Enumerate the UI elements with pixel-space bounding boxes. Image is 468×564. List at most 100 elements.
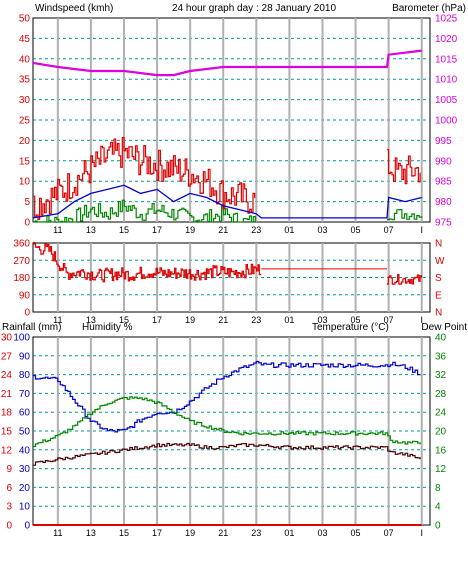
humidity-axis-label: Humidity % <box>82 322 133 333</box>
compass-tick-label: S <box>435 273 442 284</box>
temperature-tick-label: 36 <box>435 351 447 362</box>
panel-2-x-tick-label: 15 <box>119 315 129 325</box>
panel-3-x-tick-label: 23 <box>251 528 261 538</box>
rainfall-tick-label: 3 <box>6 502 12 513</box>
temperature-tick-label: 24 <box>435 408 447 419</box>
panel-1-x-tick-label: 19 <box>185 225 195 235</box>
wind-direction-tick-label: 360 <box>13 239 30 250</box>
compass-tick-label: E <box>435 290 442 301</box>
panel-2-x-tick-label: 05 <box>351 315 361 325</box>
humidity-tick-label: 100 <box>13 333 30 344</box>
rainfall-tick-label: 21 <box>1 389 13 400</box>
panel-1-x-tick-label: 17 <box>152 225 162 235</box>
panel-3-x-tick-label: 13 <box>86 528 96 538</box>
temperature-series <box>33 396 421 447</box>
wind-direction-series-late <box>387 274 422 285</box>
rainfall-tick-label: 15 <box>1 427 13 438</box>
barometer-tick-label: 995 <box>435 136 452 147</box>
compass-tick-label: W <box>435 256 445 267</box>
panel-2-x-tick-label: 07 <box>384 315 394 325</box>
panel-3-x-tick-label: 05 <box>351 528 361 538</box>
panel-1-x-tick-label: 03 <box>317 225 327 235</box>
panel-3-x-tick-label: 15 <box>119 528 129 538</box>
panel-2-x-tick-label: 03 <box>317 315 327 325</box>
rainfall-tick-label: 24 <box>1 370 13 381</box>
panel-3-x-tick-label: 03 <box>317 528 327 538</box>
barometer-tick-label: 1015 <box>435 54 458 65</box>
panel-2-x-tick-label: 23 <box>251 315 261 325</box>
panel-1-x-tick-label: 07 <box>384 225 394 235</box>
windspeed-tick-label: 40 <box>19 54 31 65</box>
windspeed-tick-label: 5 <box>24 197 30 208</box>
panel-1-x-tick-label: 15 <box>119 225 129 235</box>
dewpoint-axis-label: Dew Point <box>421 322 467 333</box>
windspeed-tick-label: 15 <box>19 156 31 167</box>
panel-3-x-tick-label: 07 <box>384 528 394 538</box>
compass-tick-label: N <box>435 308 442 319</box>
humidity-tick-label: 10 <box>19 502 31 513</box>
rainfall-tick-label: 0 <box>6 521 12 532</box>
windspeed-series-late <box>387 149 421 185</box>
humidity-tick-label: 0 <box>24 521 30 532</box>
panel-1-x-tick-label: 01 <box>284 225 294 235</box>
windspeed-tick-label: 0 <box>24 218 30 229</box>
wind-direction-tick-label: 180 <box>13 273 30 284</box>
barometer-tick-label: 1020 <box>435 34 458 45</box>
rainfall-tick-label: 18 <box>1 408 13 419</box>
windspeed-tick-label: 20 <box>19 136 31 147</box>
minimum-wind-series-late <box>387 209 423 221</box>
panel-3-x-tick-label: 17 <box>152 528 162 538</box>
average-wind-series <box>32 184 422 219</box>
rainfall-tick-label: 27 <box>1 351 13 362</box>
wind-direction-tick-label: 0 <box>24 308 30 319</box>
panel-1-x-tick-label: 11 <box>53 225 62 235</box>
temperature-tick-label: 28 <box>435 389 447 400</box>
panel-2-x-tick-label: 17 <box>152 315 162 325</box>
rainfall-tick-label: 6 <box>6 483 12 494</box>
minimum-wind-series <box>33 199 256 223</box>
windspeed-tick-label: 25 <box>19 116 31 127</box>
humidity-tick-label: 90 <box>19 351 31 362</box>
barometer-axis-label: Barometer (hPa) <box>392 3 466 14</box>
panel-2-x-tick-label: 21 <box>218 315 228 325</box>
rainfall-tick-label: 30 <box>1 333 13 344</box>
barometer-tick-label: 1005 <box>435 95 458 106</box>
panel-1-x-tick-label: I <box>420 225 423 235</box>
windspeed-axis-label: Windspeed (kmh) <box>35 3 113 14</box>
panel-2-x-tick-label: 11 <box>53 315 62 325</box>
panel-1-x-tick-label: 13 <box>86 225 96 235</box>
temperature-tick-label: 12 <box>435 464 447 475</box>
panel-3-x-tick-label: 11 <box>53 528 62 538</box>
temperature-tick-label: 4 <box>435 502 441 513</box>
wind-direction-series <box>33 241 262 283</box>
barometer-tick-label: 1025 <box>435 14 458 25</box>
dewpoint-series <box>33 442 421 466</box>
panel-2-x-tick-label: 01 <box>284 315 294 325</box>
rainfall-tick-label: 9 <box>6 464 12 475</box>
panel-3-x-tick-label: 01 <box>284 528 294 538</box>
panel-3-x-tick-label: I <box>420 528 423 538</box>
temperature-axis-label: Temperature (°C) <box>312 322 389 333</box>
rainfall-tick-label: 12 <box>1 445 13 456</box>
rainfall-axis-label: Rainfall (mm) <box>2 322 61 333</box>
panel-1-x-tick-label: 21 <box>218 225 228 235</box>
temperature-tick-label: 0 <box>435 521 441 532</box>
humidity-series <box>33 360 421 433</box>
compass-tick-label: N <box>435 239 442 250</box>
windspeed-tick-label: 50 <box>19 14 31 25</box>
humidity-tick-label: 50 <box>19 427 31 438</box>
wind-direction-tick-label: 270 <box>13 256 30 267</box>
temperature-tick-label: 16 <box>435 445 447 456</box>
panel-2-x-tick-label: I <box>420 315 423 325</box>
barometer-tick-label: 980 <box>435 197 452 208</box>
panel-2-x-tick-label: 13 <box>86 315 96 325</box>
chart-layers: 11 13 15 17 19 21 23 01 03 05 07 I05101520253035404… <box>1 14 458 539</box>
windspeed-tick-label: 30 <box>19 95 31 106</box>
temperature-tick-label: 8 <box>435 483 441 494</box>
chart-title: 24 hour graph day : 28 January 2010 <box>172 3 336 14</box>
windspeed-tick-label: 35 <box>19 75 31 86</box>
humidity-tick-label: 80 <box>19 370 31 381</box>
humidity-tick-label: 70 <box>19 389 31 400</box>
temperature-tick-label: 20 <box>435 427 447 438</box>
